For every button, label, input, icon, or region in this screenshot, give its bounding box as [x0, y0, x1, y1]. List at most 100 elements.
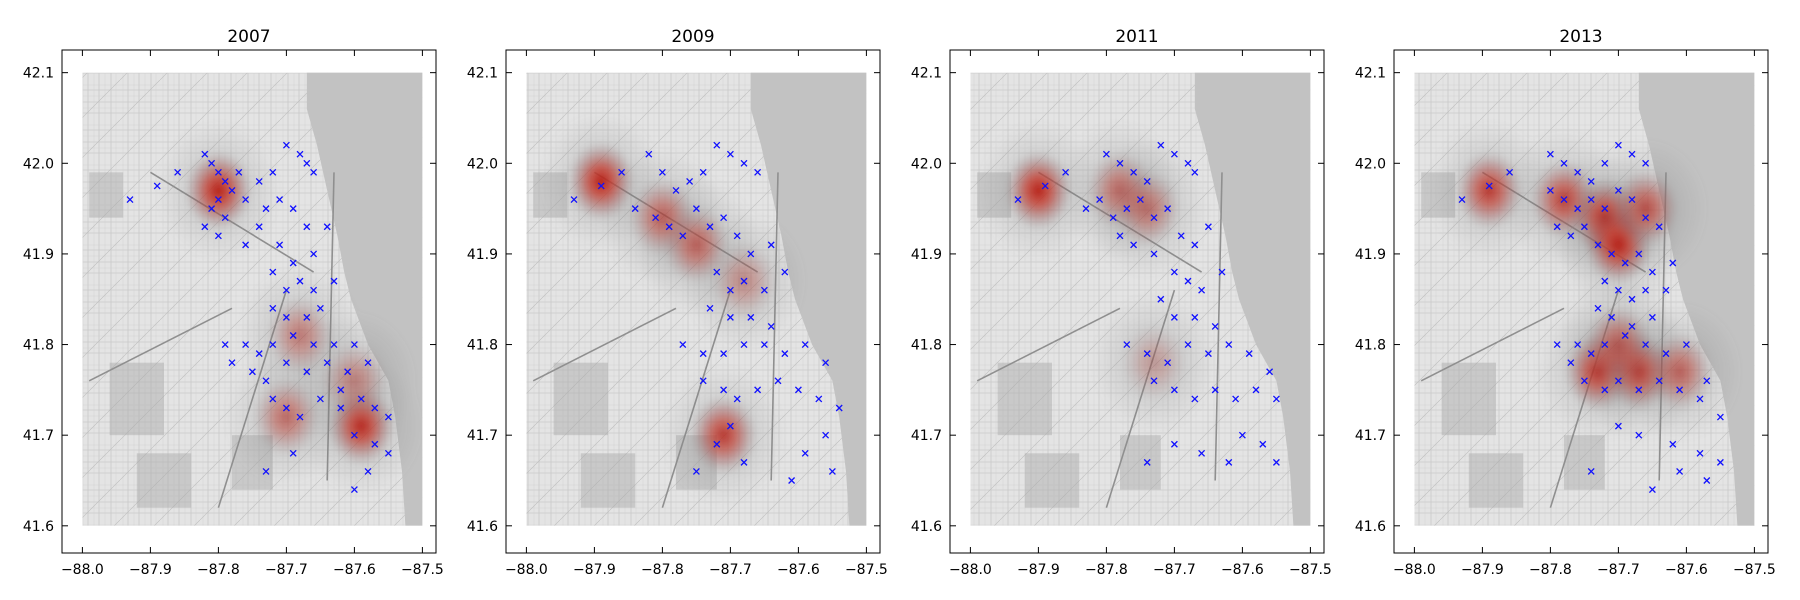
crime-marker [1238, 431, 1246, 439]
crime-marker [1170, 386, 1178, 394]
map-panel-2007: 2007 −88.0 −87.9 −87.8 −87.7 −87.6 −87.5 41.6 41… [23, 27, 444, 578]
crime-marker [201, 150, 209, 158]
crime-marker [282, 313, 290, 321]
crime-marker [1082, 205, 1090, 213]
crime-marker [570, 196, 578, 204]
crime-marker [1157, 141, 1165, 149]
panel-title: 2011 [1115, 27, 1158, 47]
lake-michigan [750, 72, 867, 526]
crime-marker [1164, 359, 1172, 367]
y-tick-label: 42.1 [911, 66, 942, 82]
density-hotspot [1455, 150, 1524, 231]
crime-marker [1628, 322, 1636, 330]
crime-marker [1191, 168, 1199, 176]
street-map-background [82, 72, 423, 526]
crime-marker [153, 182, 161, 190]
y-tick-label: 41.7 [467, 428, 498, 444]
crime-marker [1587, 350, 1595, 358]
crime-marker [1601, 277, 1609, 285]
x-tick-label: −87.5 [1289, 562, 1332, 578]
x-tick-label: −87.5 [1733, 562, 1776, 578]
crime-marker [1191, 241, 1199, 249]
crime-marker [740, 458, 748, 466]
crime-marker [726, 286, 734, 294]
lake-michigan [306, 72, 423, 526]
crime-marker [1041, 182, 1049, 190]
crime-marker [323, 223, 331, 231]
crime-marker [316, 304, 324, 312]
map-panel-2013: 2013 −88.0 −87.9 −87.8 −87.7 −87.6 −87.5 41.6 41… [1355, 27, 1776, 578]
panel-title: 2009 [671, 27, 714, 47]
y-tick-label: 42.1 [1355, 66, 1386, 82]
crime-marker [699, 350, 707, 358]
x-tick-label: −87.5 [401, 562, 444, 578]
crime-marker [282, 141, 290, 149]
axes-frame [1393, 49, 1769, 554]
crime-marker [1696, 395, 1704, 403]
crime-marker [1594, 241, 1602, 249]
crime-marker [350, 341, 358, 349]
crime-marker [1676, 467, 1684, 475]
crime-marker [1150, 250, 1158, 258]
crime-marker [242, 341, 250, 349]
crime-marker [235, 168, 243, 176]
y-tick-label: 41.9 [23, 247, 54, 263]
crime-marker [672, 187, 680, 194]
crime-marker [276, 241, 284, 249]
crime-marker [692, 205, 700, 213]
crime-marker [1211, 322, 1219, 330]
x-tick-label: −87.7 [265, 562, 308, 578]
crime-marker [214, 232, 222, 240]
crime-marker [1211, 386, 1219, 394]
crime-marker [801, 341, 809, 349]
crime-marker [364, 359, 372, 367]
crime-marker [754, 386, 762, 394]
panel-title: 2007 [227, 27, 270, 47]
y-tick-label: 41.7 [911, 428, 942, 444]
y-tick-label: 41.6 [23, 519, 54, 535]
crime-marker [1062, 168, 1070, 176]
crime-marker [686, 177, 694, 185]
crime-marker [371, 404, 379, 412]
crime-marker [337, 404, 345, 412]
crime-marker [1130, 241, 1138, 249]
crime-marker [255, 223, 263, 231]
crime-marker [262, 377, 270, 385]
crime-marker [384, 449, 392, 457]
crime-marker [1635, 250, 1643, 258]
density-hotspot [1113, 168, 1182, 249]
crime-marker [1642, 286, 1650, 294]
y-tick-label: 41.9 [1355, 247, 1386, 263]
crime-marker [597, 182, 605, 190]
crime-marker [679, 341, 687, 349]
crime-marker [208, 205, 216, 213]
crime-marker [1170, 440, 1178, 448]
crime-marker [269, 268, 277, 276]
density-hotspot [689, 395, 758, 476]
crime-markers [1014, 141, 1280, 466]
crime-marker [740, 277, 748, 285]
crime-marker [1648, 313, 1656, 321]
crime-marker [1635, 386, 1643, 394]
density-hotspot [1584, 304, 1653, 385]
crime-marker [1170, 150, 1178, 158]
crime-marker [371, 440, 379, 448]
y-tick-label: 41.8 [911, 338, 942, 354]
crime-marker [1546, 187, 1554, 194]
x-tick-label: −87.8 [197, 562, 240, 578]
crime-marker [208, 159, 216, 167]
crime-marker [720, 350, 728, 358]
density-hotspot [1004, 150, 1073, 231]
crime-marker [1096, 196, 1104, 204]
crime-marker [1567, 359, 1575, 367]
crime-marker [1184, 341, 1192, 349]
crime-marker [1272, 395, 1280, 403]
crime-marker [1458, 196, 1466, 204]
crime-marker [794, 386, 802, 394]
crime-marker [310, 168, 318, 176]
x-tick-label: −87.9 [1461, 562, 1504, 578]
crime-marker [665, 223, 673, 231]
crime-marker [1587, 177, 1595, 185]
crime-marker [1580, 377, 1588, 385]
crime-marker [1716, 413, 1724, 421]
